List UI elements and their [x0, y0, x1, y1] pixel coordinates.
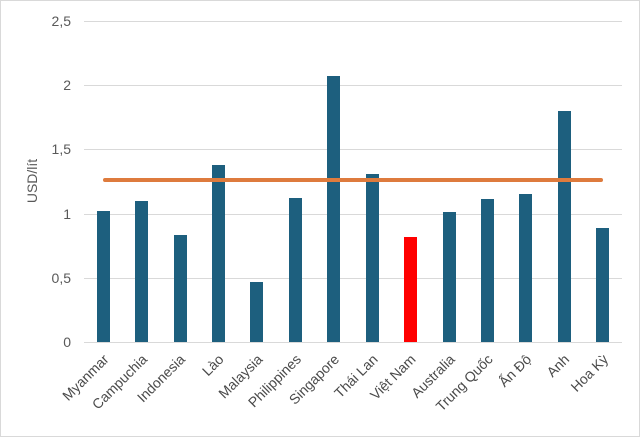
bar: [250, 281, 264, 342]
gridline: [84, 213, 622, 215]
bar: [404, 236, 418, 342]
bar: [173, 235, 187, 342]
bar: [481, 199, 494, 342]
gridline: [84, 149, 622, 151]
bar: [288, 198, 302, 342]
bar: [365, 173, 379, 342]
y-axis-title: USD/lít: [24, 158, 40, 204]
bar: [442, 212, 456, 342]
bar: [212, 164, 225, 342]
bar: [519, 194, 533, 342]
bar: [557, 110, 571, 342]
bar: [327, 76, 341, 342]
gridline: [84, 85, 622, 87]
gridline: [84, 342, 622, 343]
y-axis-tick-label: 2: [63, 77, 71, 94]
y-axis-tick-label: 1,5: [51, 141, 71, 158]
bar: [596, 227, 610, 342]
y-axis-tick-label: 2,5: [51, 13, 71, 29]
bar: [135, 200, 149, 342]
x-axis-label: Anh: [543, 351, 573, 380]
x-axis-label: Hoa Kỳ: [567, 351, 612, 395]
reference-line: [103, 178, 603, 183]
y-axis-tick-label: 0,5: [51, 269, 71, 286]
bar: [96, 211, 110, 342]
gridline: [84, 277, 622, 279]
x-axis-label: Lào: [198, 351, 227, 379]
gridline: [84, 21, 622, 22]
x-axis-label: Ấn Độ: [495, 351, 535, 390]
y-axis-tick-label: 1: [63, 205, 71, 222]
y-axis-tick-label: 0: [63, 334, 71, 350]
